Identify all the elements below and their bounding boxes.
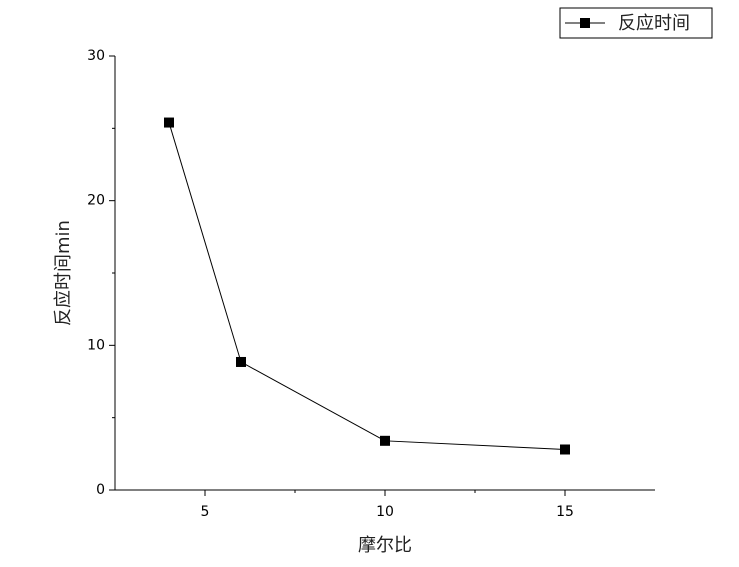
y-axis-label: 反应时间min: [53, 220, 74, 326]
y-tick-label: 30: [87, 48, 105, 64]
y-tick-label: 10: [87, 337, 105, 353]
marker: [236, 356, 246, 367]
legend-label: 反应时间: [618, 13, 690, 34]
marker: [380, 435, 390, 446]
marker: [164, 117, 174, 128]
legend-marker: [580, 18, 590, 28]
x-tick-label: 5: [201, 504, 210, 520]
y-tick-label: 20: [87, 193, 105, 209]
x-axis-label: 摩尔比: [358, 535, 412, 556]
x-tick-label: 10: [376, 504, 394, 520]
marker: [560, 444, 570, 455]
y-tick-label: 0: [96, 482, 105, 498]
series-line: [168, 122, 566, 450]
x-tick-label: 15: [556, 504, 574, 520]
